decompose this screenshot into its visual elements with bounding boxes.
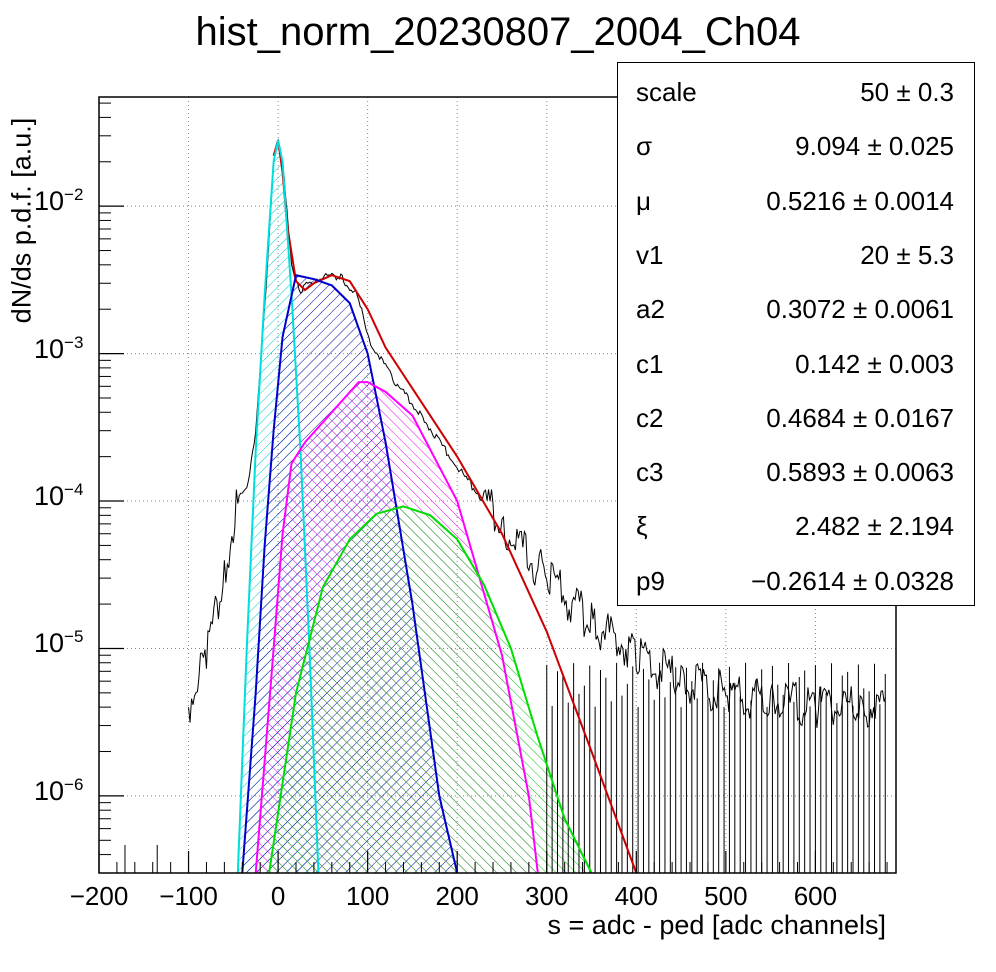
stat-value: 0.5893 ± 0.0063	[766, 457, 954, 488]
stat-name: scale	[636, 77, 697, 107]
stat-value: −0.2614 ± 0.0328	[751, 565, 954, 596]
y-tick-label: 10−5	[34, 627, 84, 659]
x-tick-label: 100	[345, 881, 390, 911]
stat-value: 0.142 ± 0.003	[795, 348, 954, 379]
x-tick-label: 400	[614, 881, 658, 911]
y-tick-label: 10−4	[34, 480, 84, 512]
y-axis-label: dN/ds p.d.f. [a.u.]	[6, 117, 37, 324]
data-histogram	[188, 138, 887, 728]
chart-title: hist_norm_20230807_2004_Ch04	[195, 10, 801, 54]
x-tick-label: −200	[69, 881, 129, 911]
y-tick-label: 10−6	[34, 774, 84, 806]
stat-row: a2 0.3072 ± 0.0061	[618, 280, 974, 334]
x-tick-label: −100	[159, 881, 218, 911]
stat-name: σ	[636, 131, 653, 162]
stat-row: scale 50 ± 0.3	[618, 63, 974, 117]
stat-value: 0.4684 ± 0.0167	[766, 402, 954, 433]
stat-row: c3 0.5893 ± 0.0063	[618, 443, 974, 497]
y-tick-label: 10−3	[34, 332, 84, 364]
fit-statistics-box: scale 50 ± 0.3 σ 9.094 ± 0.025 μ 0.5216 ± 0.0…	[617, 62, 975, 606]
series-line-3	[241, 274, 459, 874]
stat-name: μ	[636, 185, 651, 216]
stat-row: p9 −0.2614 ± 0.0328	[618, 552, 974, 606]
series-line-2	[236, 140, 320, 874]
x-tick-label: 0	[270, 881, 286, 911]
stat-value: 20 ± 5.3	[860, 239, 954, 270]
series-line-4	[254, 381, 539, 874]
stat-name: a2	[636, 294, 665, 325]
stat-value: 9.094 ± 0.025	[795, 131, 954, 162]
stat-row: σ 9.094 ± 0.025	[618, 117, 974, 171]
y-tick-label: 10−2	[34, 185, 84, 217]
x-tick-label: 200	[435, 881, 479, 911]
x-tick-label: 600	[793, 881, 838, 911]
component-fill-5	[269, 506, 592, 873]
stat-row: c2 0.4684 ± 0.0167	[618, 389, 974, 443]
stat-row: μ 0.5216 ± 0.0014	[618, 172, 974, 226]
stat-name: ξ	[636, 511, 648, 542]
stat-name: v1	[636, 239, 664, 270]
stat-row: c1 0.142 ± 0.003	[618, 335, 974, 389]
stat-value: 0.3072 ± 0.0061	[766, 294, 954, 325]
stat-value: 2.482 ± 2.194	[795, 511, 954, 542]
stat-name: c1	[636, 348, 664, 379]
stat-value: 50 ± 0.3	[860, 77, 954, 107]
stat-name: c2	[636, 402, 664, 433]
stat-name: c3	[636, 457, 664, 488]
axis-ticks	[98, 102, 888, 874]
x-tick-label: 500	[704, 881, 748, 911]
stat-name: p9	[636, 565, 665, 596]
stat-row: ξ 2.482 ± 2.194	[618, 497, 974, 551]
x-axis-label: s = adc - ped [adc channels]	[547, 910, 886, 940]
x-tick-label: 300	[525, 881, 569, 911]
component-fills	[237, 140, 592, 873]
series-layer	[124, 138, 887, 874]
series-line-5	[268, 505, 593, 874]
stat-value: 0.5216 ± 0.0014	[766, 185, 954, 216]
stat-row: v1 20 ± 5.3	[618, 226, 974, 280]
